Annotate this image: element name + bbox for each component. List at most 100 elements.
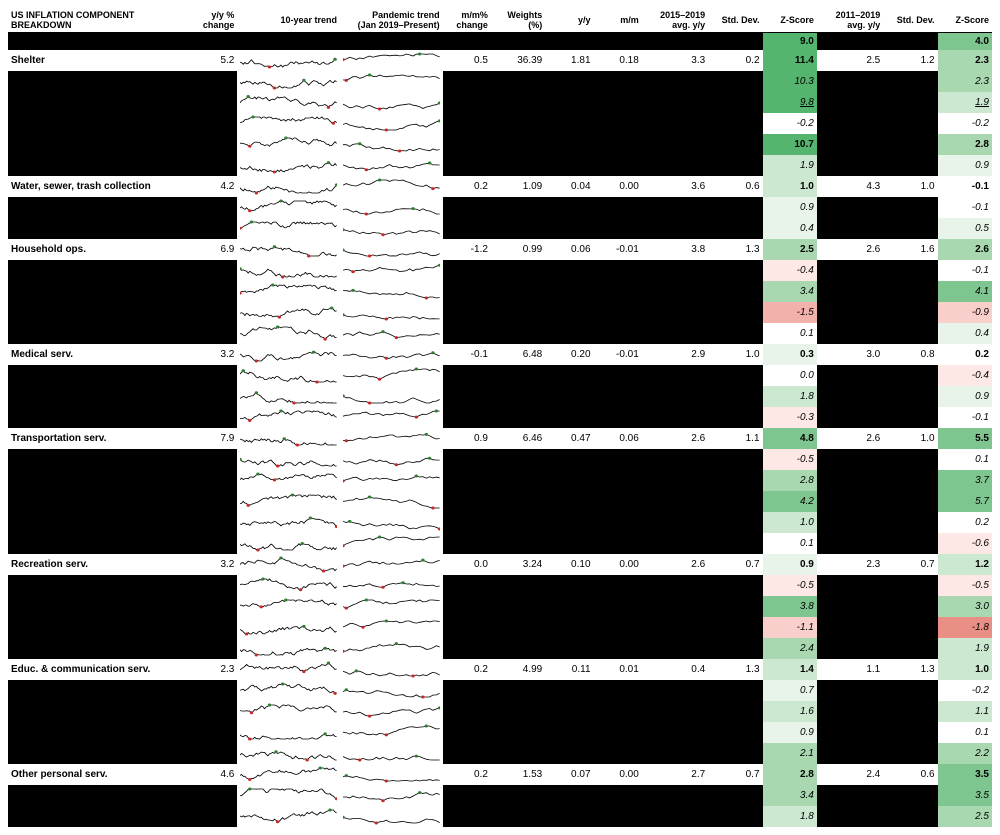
h-trend10: 10-year trend: [237, 8, 340, 33]
spark-10yr: [237, 302, 340, 323]
sd2: 1.3: [883, 659, 937, 680]
z1-cell: 1.8: [763, 806, 817, 827]
avg2: 2.6: [817, 428, 883, 449]
yy-val: 0.07: [545, 764, 593, 785]
mm-change: 0.9: [443, 428, 491, 449]
avg2: 1.1: [817, 659, 883, 680]
spark-10yr: [237, 449, 340, 470]
yy-change: 3.2: [189, 344, 237, 365]
h-sd1: Std. Dev.: [708, 8, 762, 33]
spark-pandemic: [340, 323, 443, 344]
z2-cell: 3.5: [938, 764, 992, 785]
z2-cell: 5.5: [938, 428, 992, 449]
z2-cell: 1.9: [938, 638, 992, 659]
spark-10yr: [237, 386, 340, 407]
z1-cell: 4.8: [763, 428, 817, 449]
z2-cell: 3.0: [938, 596, 992, 617]
spark-10yr: [237, 134, 340, 155]
spark-10yr: [237, 239, 340, 260]
yy-val: 1.81: [545, 50, 593, 71]
spark-10yr: [237, 659, 340, 680]
weight: 4.99: [491, 659, 545, 680]
z1-cell: 1.4: [763, 659, 817, 680]
mm-val: 0.01: [594, 659, 642, 680]
spark-10yr: [237, 512, 340, 533]
z2-cell: 0.4: [938, 323, 992, 344]
spark-10yr: [237, 533, 340, 554]
component-name: Shelter: [8, 50, 189, 71]
z1-cell: 0.1: [763, 323, 817, 344]
table-row: 1.90.9: [8, 155, 992, 176]
h-mm: m/m%change: [443, 8, 491, 33]
spark-pandemic: [340, 134, 443, 155]
spark-10yr: [237, 743, 340, 764]
spark-10yr: [237, 638, 340, 659]
mm-val: -0.01: [594, 239, 642, 260]
spark-pandemic: [340, 71, 443, 92]
sd1: 1.3: [708, 239, 762, 260]
sd1: 0.7: [708, 554, 762, 575]
mm-val: 0.06: [594, 428, 642, 449]
mm-val: 0.00: [594, 764, 642, 785]
spark-10yr: [237, 50, 340, 71]
component-name: Transportation serv.: [8, 428, 189, 449]
weight: 36.39: [491, 50, 545, 71]
mm-val: 0.00: [594, 176, 642, 197]
table-row: 1.0 0.2: [8, 512, 992, 533]
spark-pandemic: [340, 407, 443, 428]
sd1: 1.1: [708, 428, 762, 449]
sd2: 1.6: [883, 239, 937, 260]
sd2: 1.0: [883, 428, 937, 449]
mm-change: -1.2: [443, 239, 491, 260]
spark-pandemic: [340, 638, 443, 659]
z1-cell: -0.5: [763, 449, 817, 470]
z1-cell: 2.8: [763, 470, 817, 491]
yy-val: 0.11: [545, 659, 593, 680]
table-row: 3.44.1: [8, 281, 992, 302]
z2-cell: -0.2: [938, 680, 992, 701]
z1-cell: 1.0: [763, 512, 817, 533]
h-avg1: 2015–2019avg. y/y: [642, 8, 708, 33]
h-sd2: Std. Dev.: [883, 8, 937, 33]
spark-pandemic: [340, 701, 443, 722]
spark-10yr: [237, 680, 340, 701]
avg2: 2.6: [817, 239, 883, 260]
table-row: Other personal serv.4.6 0.21.530.070.002…: [8, 764, 992, 785]
z1-cell: 0.3: [763, 344, 817, 365]
yy-change: 5.2: [189, 50, 237, 71]
spark-10yr: [237, 407, 340, 428]
z1-cell: 0.4: [763, 218, 817, 239]
spark-10yr: [237, 491, 340, 512]
spark-pandemic: [340, 50, 443, 71]
mm-change: 0.5: [443, 50, 491, 71]
table-row: 3.83.0: [8, 596, 992, 617]
mm-change: 0.2: [443, 764, 491, 785]
sd2: 1.2: [883, 50, 937, 71]
z2-cell: 3.5: [938, 785, 992, 806]
z2-cell: 0.2: [938, 512, 992, 533]
z1-cell: -0.4: [763, 260, 817, 281]
mm-change: 0.2: [443, 659, 491, 680]
z2-cell: -0.2: [938, 113, 992, 134]
h-trendp: Pandemic trend(Jan 2019–Present): [340, 8, 443, 33]
z1-cell: 1.0: [763, 176, 817, 197]
z2-cell: 0.2: [938, 344, 992, 365]
z2-cell: 5.7: [938, 491, 992, 512]
spark-pandemic: [340, 785, 443, 806]
spark-10yr: [237, 176, 340, 197]
z1-cell: 1.6: [763, 701, 817, 722]
component-name: Medical serv.: [8, 344, 189, 365]
table-row: 0.1 0.4: [8, 323, 992, 344]
avg1: 2.6: [642, 428, 708, 449]
sd2: 0.6: [883, 764, 937, 785]
yy-val: 0.47: [545, 428, 593, 449]
mm-change: 0.0: [443, 554, 491, 575]
component-name: Educ. & communication serv.: [8, 659, 189, 680]
yy-change: 4.6: [189, 764, 237, 785]
z2-cell: -0.4: [938, 365, 992, 386]
table-row: 2.12.2: [8, 743, 992, 764]
table-row: 10.32.3: [8, 71, 992, 92]
table-row: 2.41.9: [8, 638, 992, 659]
spark-10yr: [237, 617, 340, 638]
z2-cell: 1.1: [938, 701, 992, 722]
